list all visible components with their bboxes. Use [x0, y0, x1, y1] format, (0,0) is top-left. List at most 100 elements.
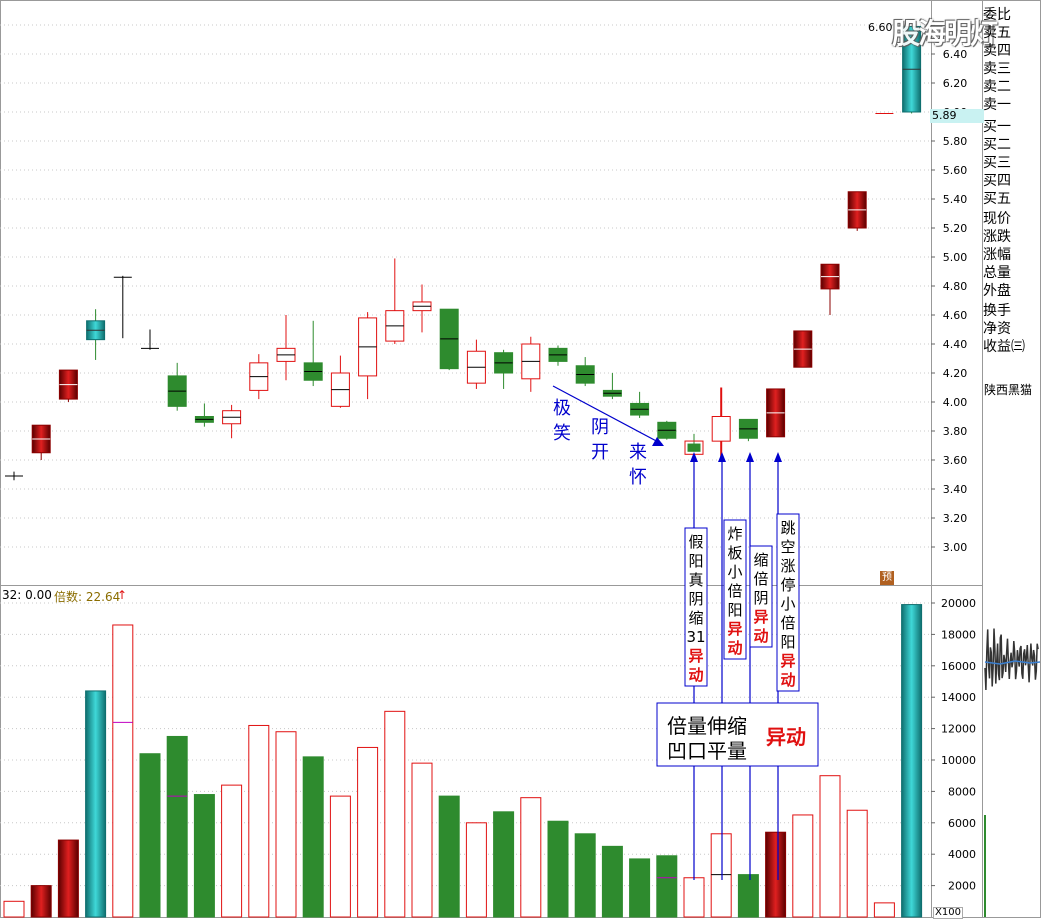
last-price-badge: 5.89: [930, 109, 984, 123]
price-tick-label: 5.80: [943, 135, 968, 148]
order-book-row: 卖一: [983, 97, 1011, 113]
quote-row: 外盘: [983, 283, 1011, 299]
price-tick-label: 5.60: [943, 164, 968, 177]
price-tick-label: 4.40: [943, 338, 968, 351]
annotation-char: 怀: [629, 467, 647, 488]
volume-bar: [248, 724, 270, 918]
annotation-char: 开: [591, 442, 609, 463]
price-tick-label: 3.00: [943, 541, 968, 554]
beishu-label: 倍数: 22.64: [54, 590, 121, 604]
annotation-char: 笑: [553, 423, 571, 444]
summary-red-label: 异动: [766, 725, 806, 749]
signal-box-red-char: 动: [780, 671, 795, 689]
volume-tick-label: 8000: [948, 785, 976, 798]
volume-bar: [384, 710, 406, 918]
order-book-row: 委比: [983, 7, 1011, 23]
volume-tick-label: 4000: [948, 848, 976, 861]
volume-bar: [737, 874, 759, 918]
order-book-row: 买五: [983, 191, 1011, 207]
volume-tick-label: 16000: [941, 660, 976, 673]
signal-box-char: 倍: [780, 614, 795, 632]
price-tick-label: 3.60: [943, 454, 968, 467]
trend-arrow-head: [652, 437, 664, 446]
signal-box-char: 阴: [688, 590, 703, 608]
signal-box-char: 停: [780, 576, 795, 594]
volume-bar: [221, 784, 243, 918]
price-tick-label: 6.20: [943, 77, 968, 90]
order-book-row: 卖三: [983, 61, 1011, 77]
annotation-char: 来: [629, 442, 647, 463]
volume-bar: [765, 831, 787, 918]
volume-bar: [166, 735, 188, 918]
price-tick-label: 3.80: [943, 425, 968, 438]
volume-bar: [193, 794, 215, 918]
signal-arrow-head: [746, 452, 754, 462]
volume-bar: [411, 762, 433, 918]
signal-box-char: 阳: [688, 552, 703, 570]
volume-bar: [846, 809, 868, 918]
signal-box: [776, 513, 800, 692]
forecast-badge[interactable]: 预: [880, 571, 894, 585]
order-book-row: 卖四: [983, 43, 1011, 59]
volume-tick-label: 20000: [941, 597, 976, 610]
volume-bar: [656, 855, 678, 918]
signal-box-char: 缩: [753, 551, 768, 569]
volume-bar: [329, 795, 351, 918]
volume-bar: [493, 811, 515, 918]
annotation-char: 极: [553, 398, 571, 419]
price-tick-label: 5.40: [943, 193, 968, 206]
mini-trend-line: [984, 628, 1039, 691]
quote-row: 涨跌: [983, 229, 1011, 245]
signal-box-char: 31: [686, 628, 705, 646]
price-tick-label: 4.80: [943, 280, 968, 293]
signal-box-char: 板: [727, 544, 742, 562]
signal-box-char: 涨: [780, 557, 795, 575]
signal-box-char: 缩: [688, 609, 703, 627]
signal-box-red-char: 动: [727, 639, 742, 657]
signal-box-char: 空: [780, 538, 795, 556]
watermark-logo: 股海明灯: [892, 17, 998, 50]
volume-tick-label: 12000: [941, 723, 976, 736]
signal-box-char: 小: [727, 563, 742, 581]
quote-row: 现价: [983, 211, 1011, 227]
top-price-label: 6.60: [868, 21, 893, 34]
extra-row: 净资: [983, 321, 1011, 337]
signal-box: [723, 519, 747, 660]
price-tick-label: 4.00: [943, 396, 968, 409]
price-tick-label: 4.60: [943, 309, 968, 322]
extra-row: 换手: [983, 303, 1011, 319]
signal-box-char: 倍: [727, 582, 742, 600]
volume-bar: [901, 604, 923, 918]
volume-bar: [710, 833, 732, 918]
price-tick-label: 4.20: [943, 367, 968, 380]
volume-bar: [438, 795, 460, 918]
signal-box: [684, 527, 708, 687]
signal-box-red-char: 异: [688, 647, 703, 665]
quote-row: 总量: [983, 265, 1011, 281]
volume-tick-label: 2000: [948, 880, 976, 893]
signal-box-red-char: 异: [727, 620, 742, 638]
price-tick-label: 3.40: [943, 483, 968, 496]
signal-box: [749, 545, 773, 648]
volume-bar: [819, 775, 841, 918]
volume-bar: [520, 797, 542, 918]
volume-tick-label: 14000: [941, 691, 976, 704]
signal-arrow-head: [690, 452, 698, 462]
volume-bar: [792, 814, 814, 918]
volume-bar: [112, 624, 134, 918]
price-tick-label: 6.40: [943, 48, 968, 61]
signal-box-char: 真: [688, 571, 703, 589]
stock-name[interactable]: 陕西黑猫: [984, 383, 1033, 397]
volume-bar: [629, 858, 651, 918]
volume-tick-label: 6000: [948, 817, 976, 830]
signal-box-red-char: 动: [688, 666, 703, 684]
mini-volume-bar: [984, 815, 986, 917]
signal-box-char: 阴: [753, 589, 768, 607]
volume-tick-label: 18000: [941, 628, 976, 641]
trend-arrow-line: [552, 385, 663, 445]
candle-body: [687, 443, 701, 452]
summary-line-1: 倍量伸缩: [667, 714, 747, 738]
order-book-row: 买二: [983, 137, 1011, 153]
order-book-row: 卖二: [983, 79, 1011, 95]
